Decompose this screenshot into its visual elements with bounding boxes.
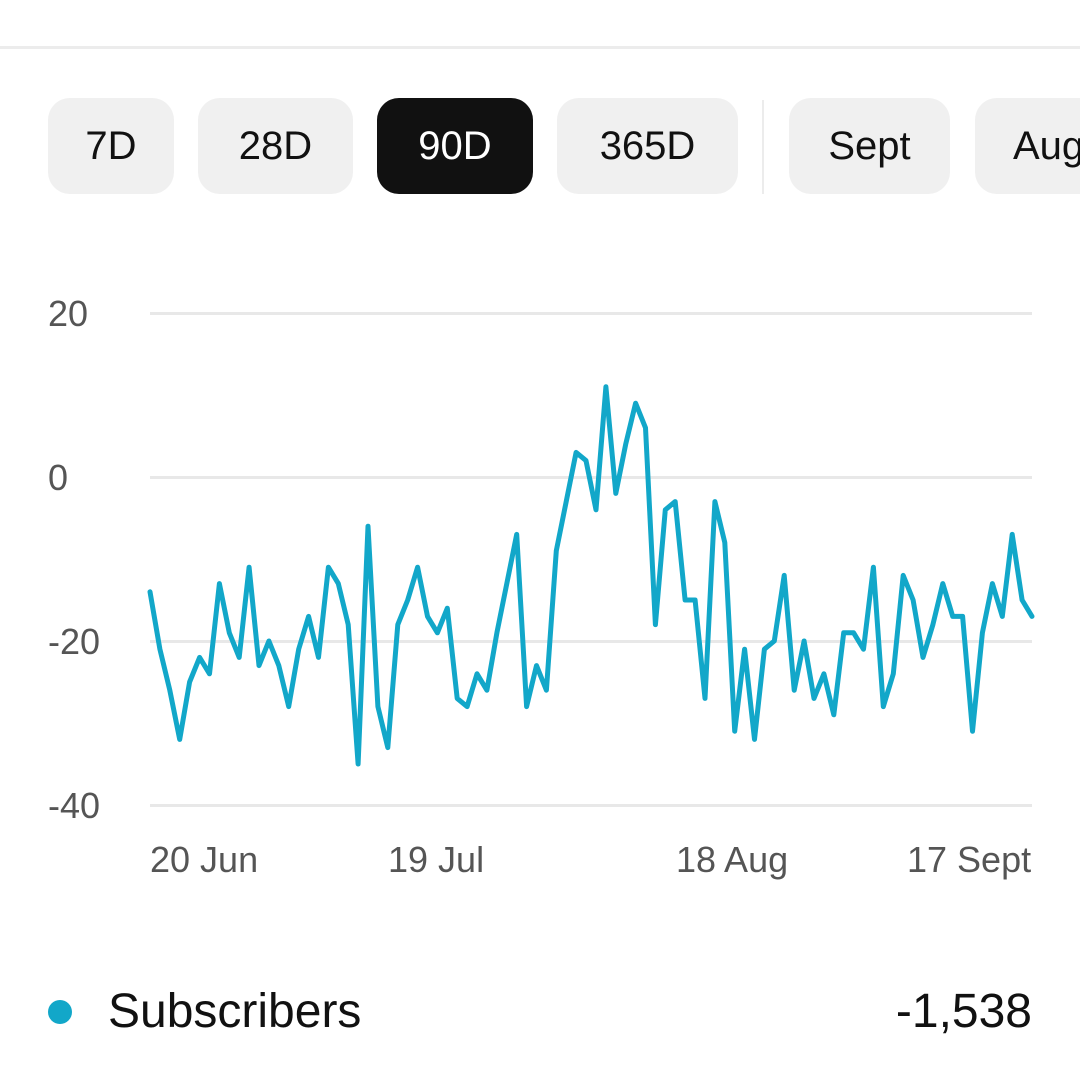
legend-total-value: -1,538 xyxy=(895,985,1032,1038)
legend-color-dot xyxy=(48,1000,72,1024)
y-tick-label: -20 xyxy=(48,621,101,662)
range-365d-button[interactable]: 365D xyxy=(557,98,738,194)
range-aug-button[interactable]: Aug xyxy=(975,98,1080,194)
gridline xyxy=(150,312,1032,315)
legend-label: Subscribers xyxy=(108,985,362,1038)
x-tick-label: 17 Sept xyxy=(907,839,1032,880)
y-tick-label: 0 xyxy=(48,457,69,498)
series-line-subscribers xyxy=(147,384,1035,767)
y-tick-label: 20 xyxy=(48,293,89,334)
x-tick-label: 20 Jun xyxy=(150,839,259,880)
x-tick-label: 18 Aug xyxy=(676,839,789,880)
range-90d-button[interactable]: 90D xyxy=(377,98,533,194)
top-divider xyxy=(0,46,1080,49)
range-28d-button[interactable]: 28D xyxy=(198,98,353,194)
x-tick-label: 19 Jul xyxy=(388,839,485,880)
range-7d-button[interactable]: 7D xyxy=(48,98,174,194)
gridline xyxy=(150,640,1032,643)
range-divider xyxy=(762,100,764,194)
gridline xyxy=(150,804,1032,807)
range-sept-button[interactable]: Sept xyxy=(789,98,950,194)
y-tick-label: -40 xyxy=(48,785,101,826)
